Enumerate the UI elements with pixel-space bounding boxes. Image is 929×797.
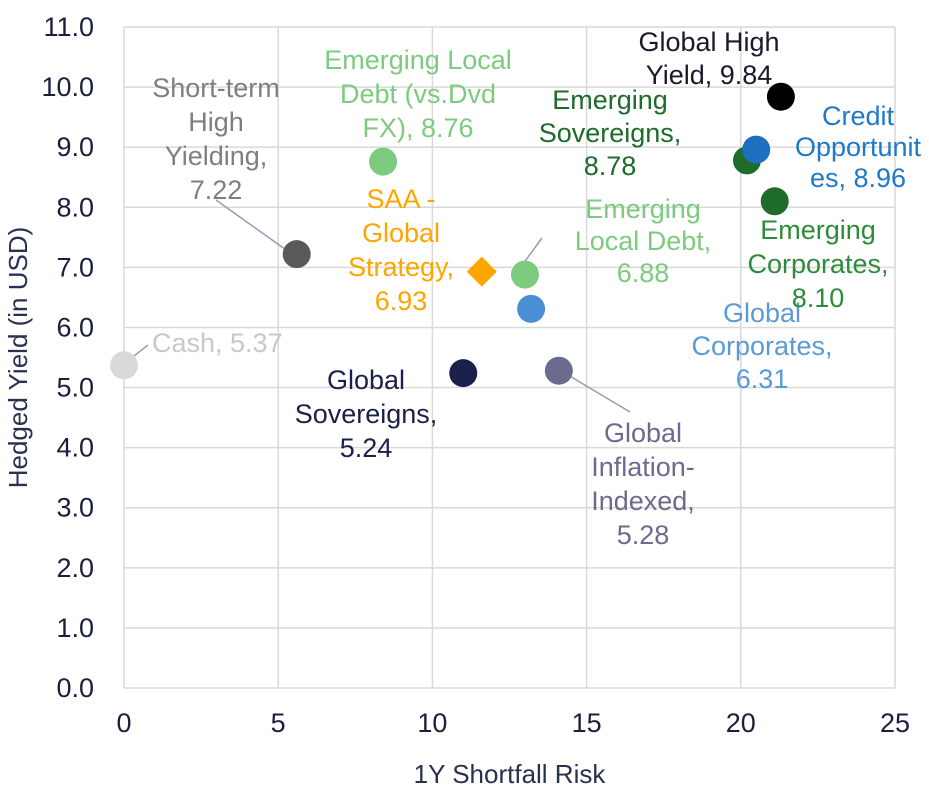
data-label-line: Yield, 9.84	[646, 60, 773, 90]
y-tick-label: 11.0	[43, 12, 94, 42]
y-tick-label: 9.0	[56, 132, 94, 162]
y-tick-label: 3.0	[56, 493, 94, 523]
data-label-line: es, 8.96	[810, 163, 906, 193]
data-label-line: 6.93	[375, 286, 428, 316]
data-label-line: 6.31	[736, 364, 789, 394]
data-label-line: Indexed,	[591, 486, 695, 516]
y-tick-label: 1.0	[56, 613, 94, 643]
data-label-line: Emerging Local	[324, 45, 512, 75]
data-label-line: 5.28	[617, 520, 670, 550]
point-global-corporates	[517, 294, 546, 323]
data-label-line: Cash, 5.37	[152, 328, 283, 358]
y-tick-label: 10.0	[41, 72, 94, 102]
data-label-line: Global	[604, 418, 682, 448]
leader-line-short-term-high-yielding	[215, 199, 290, 253]
point-global-inflation-indexed	[544, 356, 573, 385]
x-tick-label: 5	[271, 708, 286, 738]
data-label-line: Strategy,	[348, 252, 454, 282]
data-label-line: High	[188, 107, 244, 137]
point-cash	[110, 351, 138, 380]
data-label-global-sovereigns: Global Sovereigns, 5.24	[295, 365, 438, 463]
point-global-sovereigns	[449, 359, 478, 388]
data-label-emerging-corporates: Emerging Corporates, 8.10	[747, 215, 888, 313]
data-label-short-term-high-yielding: Short-term High Yielding, 7.22	[152, 73, 280, 205]
y-tick-label: 5.0	[56, 373, 94, 403]
data-label-line: Debt (vs.Dvd	[340, 79, 496, 109]
grid	[123, 26, 896, 689]
data-label-line: 7.22	[190, 175, 243, 205]
data-label-line: FX), 8.76	[362, 113, 473, 143]
x-tick-label: 15	[572, 708, 602, 738]
data-points	[110, 82, 795, 388]
data-label-line: 8.10	[792, 283, 845, 313]
data-label-line: Credit	[822, 101, 895, 131]
data-label-line: 6.88	[617, 258, 670, 288]
data-label-line: Yielding,	[165, 141, 268, 171]
data-label-line: Inflation-	[591, 452, 695, 482]
data-label-line: Sovereigns,	[295, 399, 438, 429]
data-label-line: Short-term	[152, 73, 280, 103]
data-label-credit-opportunities: Credit Opportunit es, 8.96	[795, 101, 922, 193]
data-label-line: 8.78	[584, 151, 637, 181]
y-tick-label: 7.0	[56, 252, 94, 282]
data-label-line: Global	[723, 298, 801, 328]
point-emerging-local-debt	[510, 260, 539, 289]
data-label-global-high-yield: Global High Yield, 9.84	[638, 27, 779, 90]
data-label-line: Opportunit	[795, 132, 922, 162]
data-label-line: Corporates,	[747, 249, 888, 279]
data-label-line: Global	[327, 365, 405, 395]
data-label-line: SAA -	[366, 184, 435, 214]
data-label-line: 5.24	[340, 433, 393, 463]
data-label-global-corporates: Global Corporates, 6.31	[691, 298, 832, 394]
data-label-global-inflation-indexed: Global Inflation- Indexed, 5.28	[591, 418, 695, 550]
point-saa-global-strategy	[466, 256, 497, 287]
data-label-line: Local Debt,	[575, 226, 712, 256]
data-label-cash: Cash, 5.37	[152, 328, 283, 358]
data-label-emerging-local-debt-vs-dvd-fx: Emerging Local Debt (vs.Dvd FX), 8.76	[324, 45, 512, 143]
data-labels: Cash, 5.37 Short-term High Yielding, 7.22 Eme…	[152, 27, 922, 550]
data-label-line: Emerging	[585, 194, 701, 224]
data-label-line: Emerging	[760, 215, 876, 245]
data-label-line: Global High	[638, 27, 779, 57]
data-label-saa-global-strategy: SAA - Global Strategy, 6.93	[348, 184, 454, 316]
x-tick-label: 0	[116, 708, 131, 738]
leader-line-global-inflation-indexed	[562, 371, 631, 413]
point-credit-opportunities	[742, 135, 771, 164]
y-tick-label: 6.0	[56, 312, 94, 342]
x-axis-title: 1Y Shortfall Risk	[414, 759, 607, 789]
y-tick-label: 8.0	[56, 192, 94, 222]
x-tick-label: 20	[726, 708, 756, 738]
data-label-emerging-local-debt: Emerging Local Debt, 6.88	[575, 194, 712, 288]
data-label-line: Global	[362, 218, 440, 248]
point-global-high-yield	[766, 82, 795, 111]
point-emerging-local-debt-vs-dvd-fx	[369, 147, 398, 176]
data-label-emerging-sovereigns: Emerging Sovereigns, 8.78	[539, 85, 682, 181]
data-label-line: Emerging	[552, 85, 668, 115]
x-tick-label: 25	[880, 708, 910, 738]
data-label-line: Sovereigns,	[539, 118, 682, 148]
data-label-line: Corporates,	[691, 331, 832, 361]
y-tick-label: 0.0	[56, 673, 94, 703]
point-emerging-corporates	[760, 187, 789, 216]
axes: 0 5 10 15 20 25 0.0 1.0 2.0 3.0 4.0 5.0 6.0 7.0 8.0 9.0…	[41, 12, 910, 738]
y-axis-title: Hedged Yield (in USD)	[3, 227, 33, 489]
point-short-term-high-yielding	[282, 240, 311, 269]
x-tick-label: 10	[417, 708, 447, 738]
y-tick-label: 4.0	[56, 433, 94, 463]
y-tick-label: 2.0	[56, 553, 94, 583]
